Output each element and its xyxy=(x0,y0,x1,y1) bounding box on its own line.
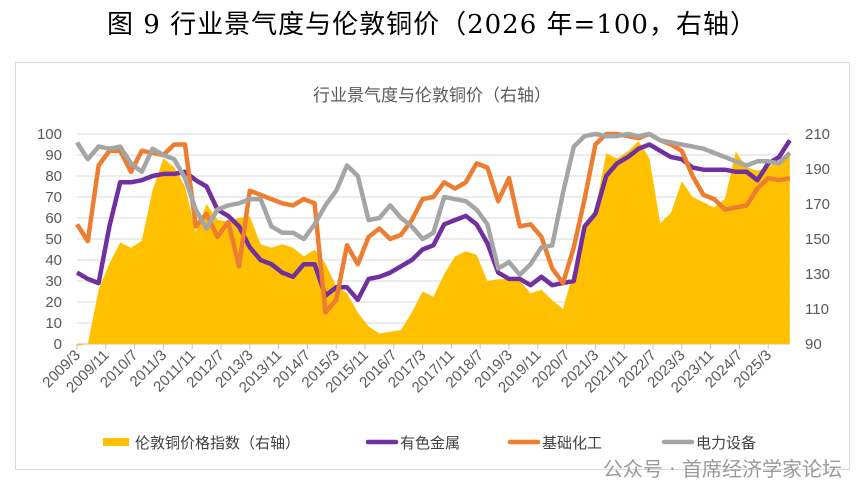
line-series-3 xyxy=(75,131,792,277)
chart-frame xyxy=(15,62,850,470)
y-left-tick-label: 10 xyxy=(45,315,62,332)
y-left-tick-label: 20 xyxy=(45,294,62,311)
y-left-tick-label: 100 xyxy=(37,126,62,143)
y-left-tick-label: 80 xyxy=(45,168,62,185)
y-left-tick-label: 40 xyxy=(45,252,62,269)
y-right-tick-label: 190 xyxy=(805,161,830,178)
legend-label: 伦敦铜价格指数（右轴） xyxy=(135,434,300,452)
figure-title: 图 9 行业景气度与伦敦铜价（2026 年=100，右轴） xyxy=(107,10,757,40)
legend-label: 电力设备 xyxy=(696,434,756,452)
area-series-copper xyxy=(77,141,790,346)
watermark: 公众号 · 首席经济学家论坛 xyxy=(603,457,842,480)
y-left-tick-label: 90 xyxy=(45,147,62,164)
y-right-tick-label: 170 xyxy=(805,196,830,213)
y-left-tick-label: 60 xyxy=(45,210,62,227)
y-left-tick-label: 70 xyxy=(45,189,62,206)
y-left-tick-label: 30 xyxy=(45,273,62,290)
legend-label: 基础化工 xyxy=(542,434,602,452)
y-right-tick-label: 90 xyxy=(805,336,822,353)
y-right-tick-label: 110 xyxy=(805,301,829,318)
y-left-tick-label: 0 xyxy=(54,336,62,353)
y-right-tick-label: 150 xyxy=(805,231,830,248)
chart-title: 行业景气度与伦敦铜价（右轴） xyxy=(313,86,551,106)
line-series-1 xyxy=(75,139,792,303)
legend-swatch xyxy=(103,438,129,446)
y-right-tick-label: 130 xyxy=(805,266,830,283)
y-left-tick-label: 50 xyxy=(45,231,62,248)
y-right-tick-label: 210 xyxy=(805,126,830,143)
legend-label: 有色金属 xyxy=(400,434,460,452)
